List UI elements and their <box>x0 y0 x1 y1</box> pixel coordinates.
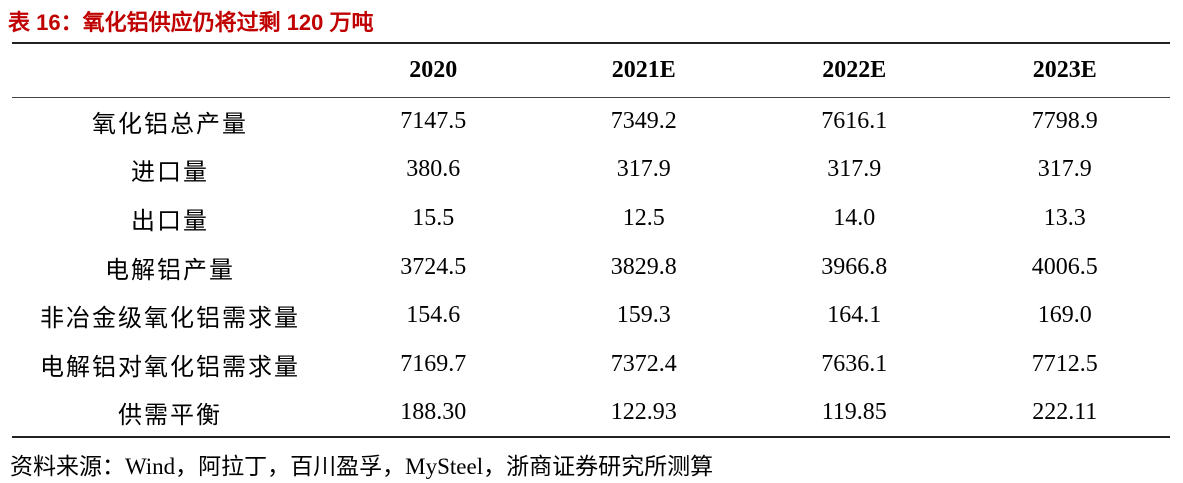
table-title: 表 16：氧化铝供应仍将过剩 120 万吨 <box>8 10 374 35</box>
row-label: 进口量 <box>131 160 209 187</box>
column-header: 2021E <box>538 43 749 98</box>
table-cell: 317.9 <box>827 156 882 183</box>
table-cell: 7712.5 <box>1031 350 1098 377</box>
table-cell: 119.85 <box>821 398 887 425</box>
table-row: 电解铝对氧化铝需求量 7169.7 7372.4 7636.1 7712.5 <box>12 340 1170 389</box>
table-cell: 3724.5 <box>400 253 467 280</box>
row-label: 氧化铝总产量 <box>92 112 248 139</box>
table-cell: 3829.8 <box>610 253 677 280</box>
table-cell: 4006.5 <box>1031 253 1098 280</box>
table-row: 电解铝产量 3724.5 3829.8 3966.8 4006.5 <box>12 243 1170 292</box>
table-cell: 317.9 <box>1037 156 1092 183</box>
row-label: 出口量 <box>131 208 209 235</box>
table-cell: 122.93 <box>610 398 677 425</box>
header-row: 2020 2021E 2022E 2023E <box>12 43 1170 98</box>
table-cell: 380.6 <box>406 156 461 183</box>
table-cell: 222.11 <box>1032 398 1098 425</box>
data-table: 2020 2021E 2022E 2023E 氧化铝总产量 7147.5 7349.2 76… <box>12 42 1170 439</box>
table-cell: 317.9 <box>616 156 671 183</box>
table-head: 2020 2021E 2022E 2023E <box>12 43 1170 98</box>
table-cell: 169.0 <box>1037 302 1092 329</box>
row-label: 电解铝产量 <box>105 257 235 284</box>
column-header: 2023E <box>959 43 1170 98</box>
table-cell: 12.5 <box>622 204 665 231</box>
table-cell: 7372.4 <box>610 350 677 377</box>
column-header: 2022E <box>749 43 960 98</box>
table-cell: 3966.8 <box>821 253 888 280</box>
row-label: 供需平衡 <box>118 402 222 429</box>
table-cell: 7349.2 <box>610 108 677 135</box>
table-body: 氧化铝总产量 7147.5 7349.2 7616.1 7798.9 进口量 380.6 31… <box>12 97 1170 437</box>
table-cell: 13.3 <box>1043 204 1086 231</box>
table-cell: 7798.9 <box>1031 108 1098 135</box>
table-row: 供需平衡 188.30 122.93 119.85 222.11 <box>12 389 1170 438</box>
table-row: 进口量 380.6 317.9 317.9 317.9 <box>12 146 1170 195</box>
table-row: 出口量 15.5 12.5 14.0 13.3 <box>12 194 1170 243</box>
table-cell: 159.3 <box>616 302 671 329</box>
corner-cell <box>12 43 328 98</box>
table-cell: 7147.5 <box>400 108 467 135</box>
table-cell: 15.5 <box>412 204 455 231</box>
table-cell: 7169.7 <box>400 350 467 377</box>
table-cell: 164.1 <box>827 302 882 329</box>
table-cell: 188.30 <box>400 398 467 425</box>
source-note: 资料来源：Wind，阿拉丁，百川盈孚，MySteel，浙商证券研究所测算 <box>10 454 714 479</box>
table-cell: 14.0 <box>833 204 876 231</box>
table-row: 氧化铝总产量 7147.5 7349.2 7616.1 7798.9 <box>12 97 1170 146</box>
table-cell: 154.6 <box>406 302 461 329</box>
row-label: 电解铝对氧化铝需求量 <box>40 354 300 381</box>
table-cell: 7616.1 <box>821 108 888 135</box>
row-label: 非冶金级氧化铝需求量 <box>40 306 300 333</box>
column-header: 2020 <box>328 43 539 98</box>
table-cell: 7636.1 <box>821 350 888 377</box>
table-row: 非冶金级氧化铝需求量 154.6 159.3 164.1 169.0 <box>12 291 1170 340</box>
